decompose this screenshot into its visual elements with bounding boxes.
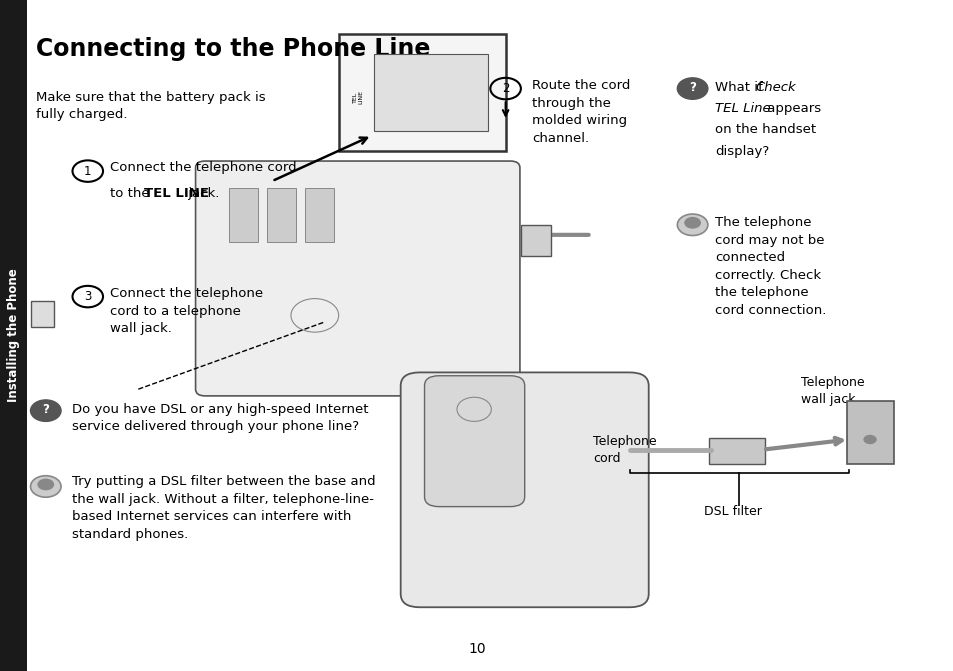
Text: 1: 1	[84, 164, 91, 178]
Text: Connect the telephone
cord to a telephone
wall jack.: Connect the telephone cord to a telephon…	[110, 287, 263, 336]
Circle shape	[30, 476, 61, 497]
Text: The telephone
cord may not be
connected
correctly. Check
the telephone
cord conn: The telephone cord may not be connected …	[715, 216, 826, 317]
Text: Route the cord
through the
molded wiring
channel.: Route the cord through the molded wiring…	[532, 79, 630, 145]
FancyBboxPatch shape	[374, 54, 488, 131]
Text: DSL filter: DSL filter	[703, 505, 761, 517]
Circle shape	[683, 217, 700, 229]
Bar	[0, 0, 27, 671]
Text: What if: What if	[715, 81, 767, 93]
Circle shape	[677, 214, 707, 236]
FancyBboxPatch shape	[400, 372, 648, 607]
FancyBboxPatch shape	[31, 301, 54, 327]
Text: Check: Check	[755, 81, 796, 93]
Text: TEL LINE: TEL LINE	[144, 187, 210, 199]
FancyBboxPatch shape	[195, 161, 519, 396]
Text: ?: ?	[42, 403, 50, 417]
Text: Connect the telephone cord: Connect the telephone cord	[110, 161, 296, 174]
Circle shape	[30, 400, 61, 421]
Text: on the handset: on the handset	[715, 123, 816, 136]
Text: Make sure that the battery pack is
fully charged.: Make sure that the battery pack is fully…	[36, 91, 266, 121]
Text: Installing the Phone: Installing the Phone	[7, 268, 20, 403]
Bar	[267, 188, 295, 242]
FancyBboxPatch shape	[520, 225, 551, 256]
Circle shape	[677, 78, 707, 99]
Text: ?: ?	[688, 81, 696, 95]
FancyBboxPatch shape	[424, 376, 524, 507]
Text: TEL
LINE: TEL LINE	[353, 91, 362, 104]
FancyBboxPatch shape	[338, 34, 505, 151]
Text: to the: to the	[110, 187, 153, 199]
Text: jack.: jack.	[184, 187, 219, 199]
Circle shape	[862, 435, 876, 444]
Circle shape	[37, 478, 54, 491]
Text: Do you have DSL or any high-speed Internet
service delivered through your phone : Do you have DSL or any high-speed Intern…	[71, 403, 368, 433]
Text: Connecting to the Phone Line: Connecting to the Phone Line	[36, 37, 430, 61]
FancyBboxPatch shape	[846, 401, 893, 464]
Text: 3: 3	[84, 290, 91, 303]
FancyBboxPatch shape	[708, 438, 764, 464]
Text: 10: 10	[468, 642, 485, 656]
Text: appears: appears	[762, 102, 821, 115]
Text: display?: display?	[715, 145, 769, 158]
Text: 2: 2	[501, 82, 509, 95]
Text: Telephone
cord: Telephone cord	[593, 435, 657, 465]
Text: Telephone
wall jack: Telephone wall jack	[801, 376, 864, 406]
Bar	[229, 188, 257, 242]
Text: Try putting a DSL filter between the base and
the wall jack. Without a filter, t: Try putting a DSL filter between the bas…	[71, 475, 375, 541]
Bar	[305, 188, 334, 242]
Text: TEL Line: TEL Line	[715, 102, 770, 115]
